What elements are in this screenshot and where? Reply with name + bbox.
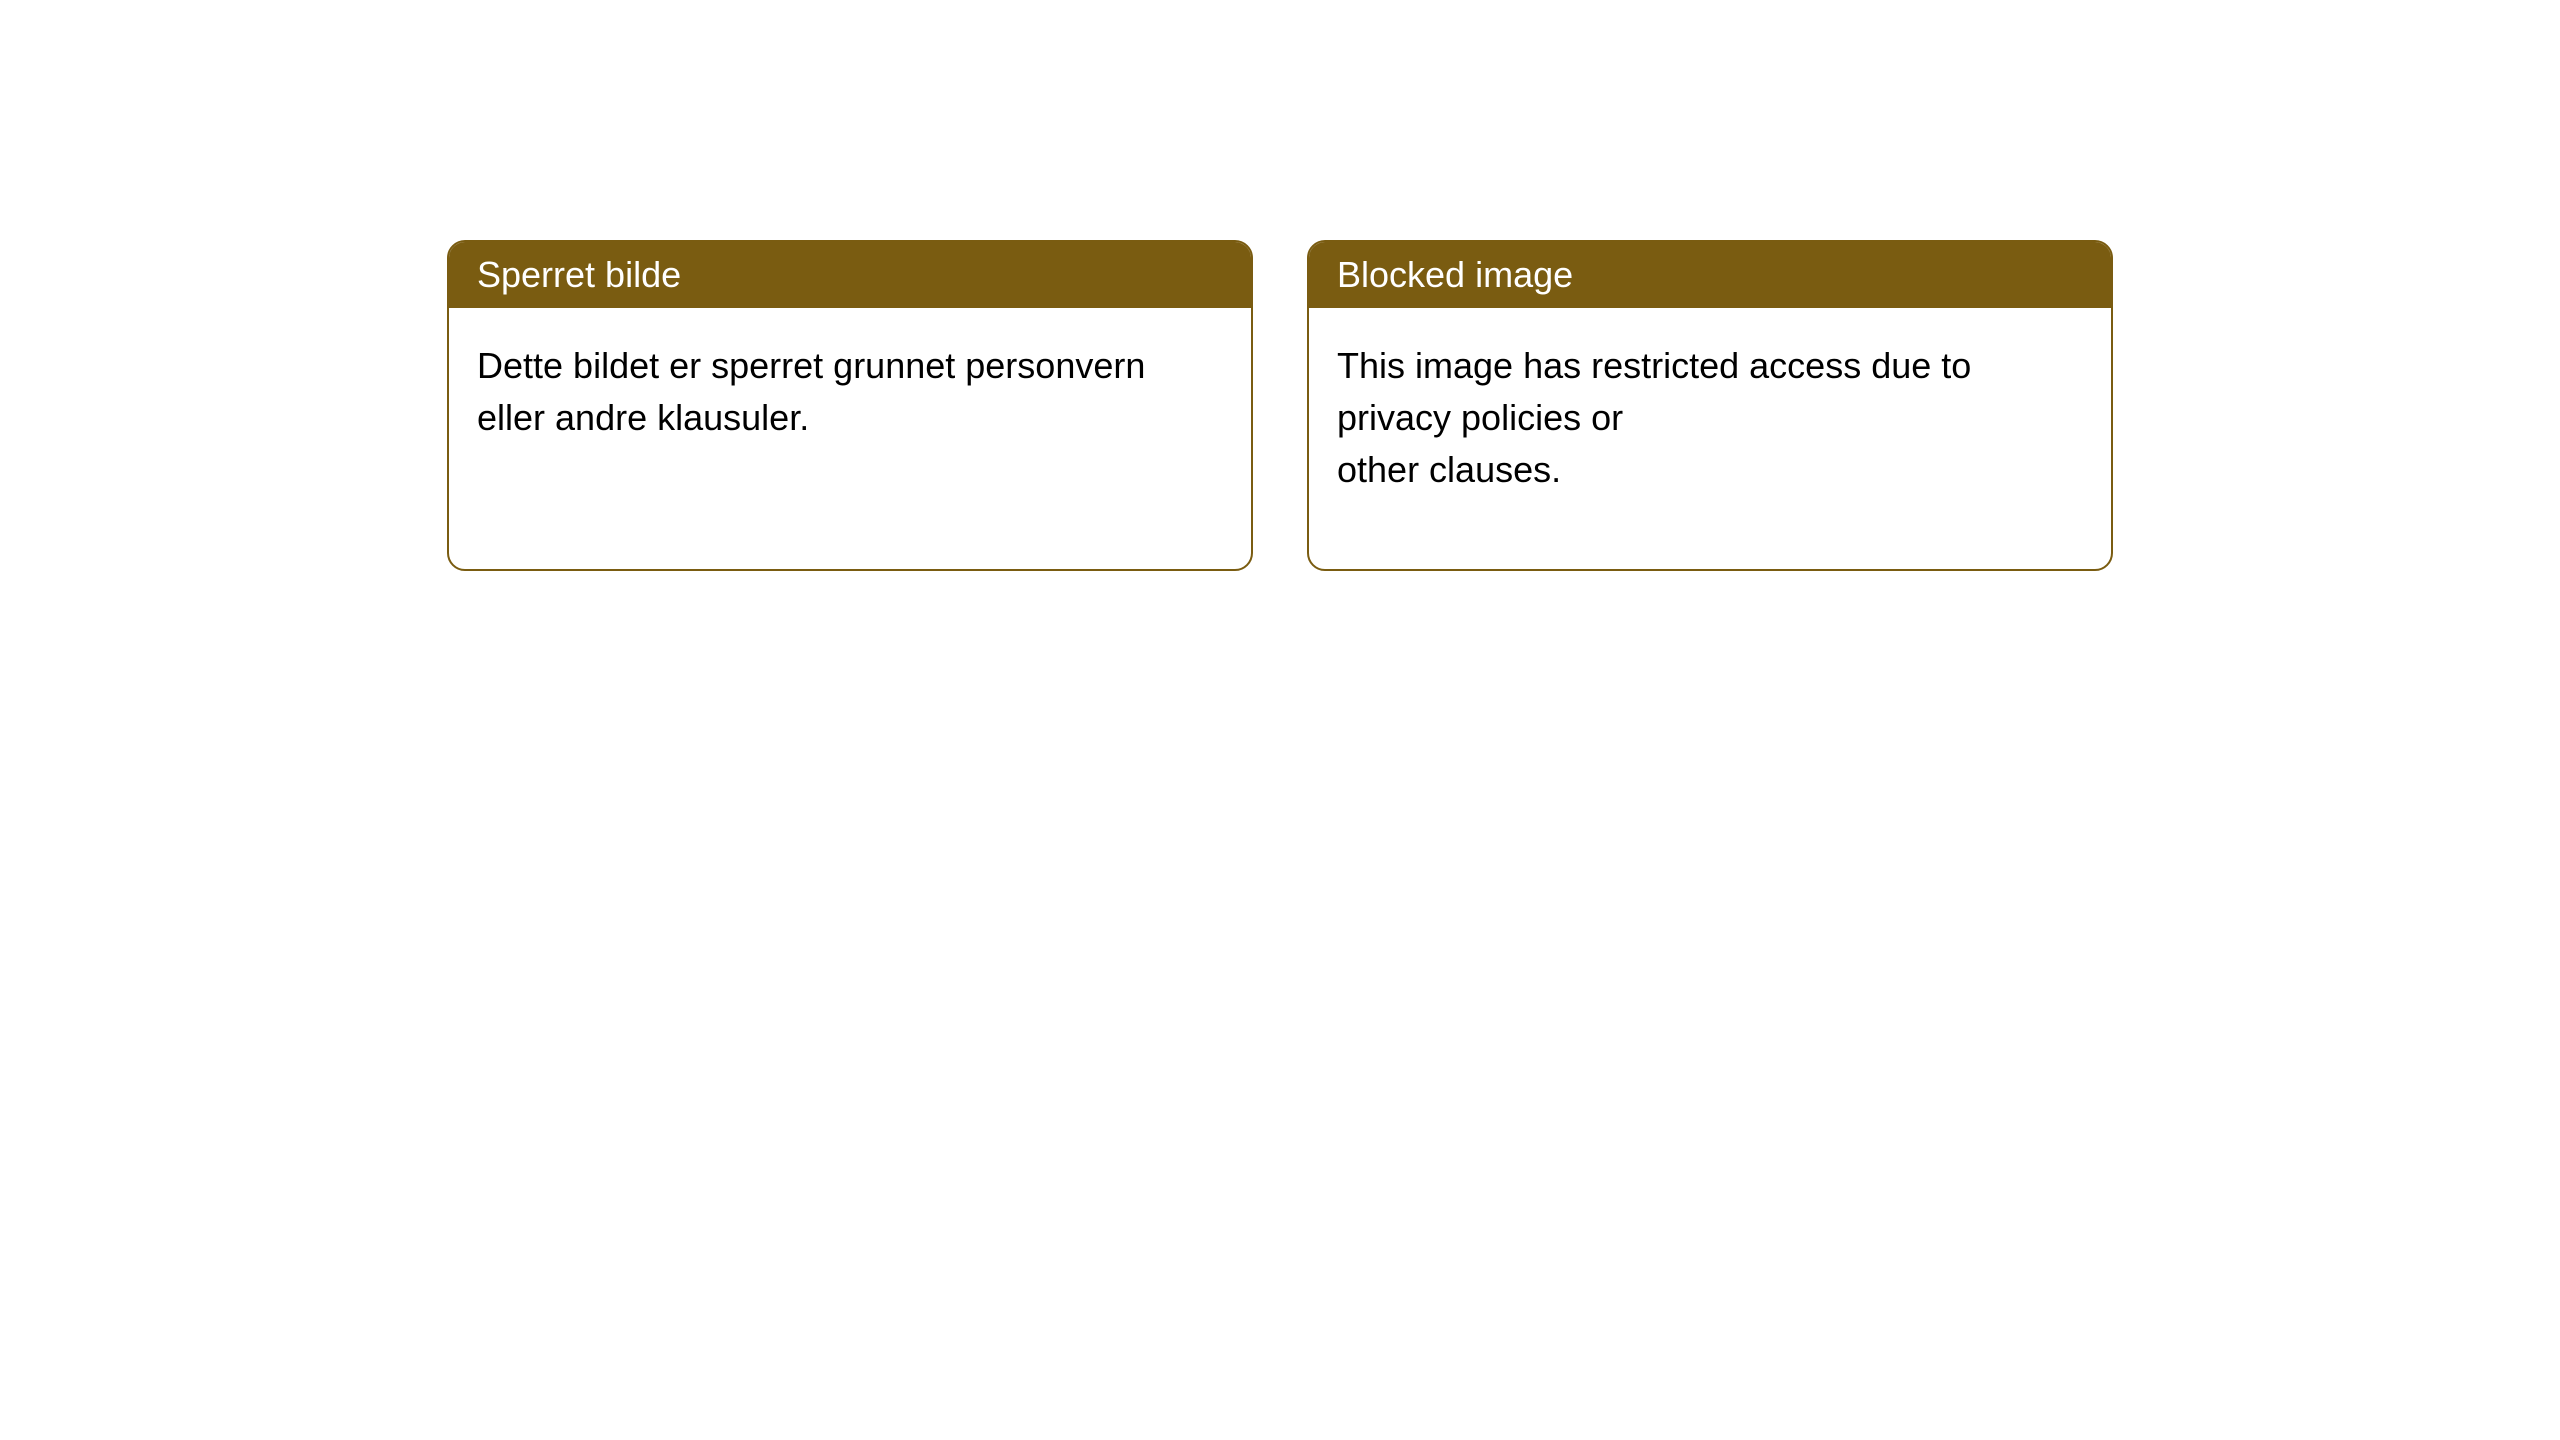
notice-container: Sperret bilde Dette bildet er sperret gr… — [0, 0, 2560, 571]
notice-box-english: Blocked image This image has restricted … — [1307, 240, 2113, 571]
notice-box-norwegian: Sperret bilde Dette bildet er sperret gr… — [447, 240, 1253, 571]
notice-body-norwegian: Dette bildet er sperret grunnet personve… — [449, 308, 1251, 528]
notice-body-english: This image has restricted access due to … — [1309, 308, 2111, 569]
notice-title-english: Blocked image — [1309, 242, 2111, 308]
notice-title-norwegian: Sperret bilde — [449, 242, 1251, 308]
